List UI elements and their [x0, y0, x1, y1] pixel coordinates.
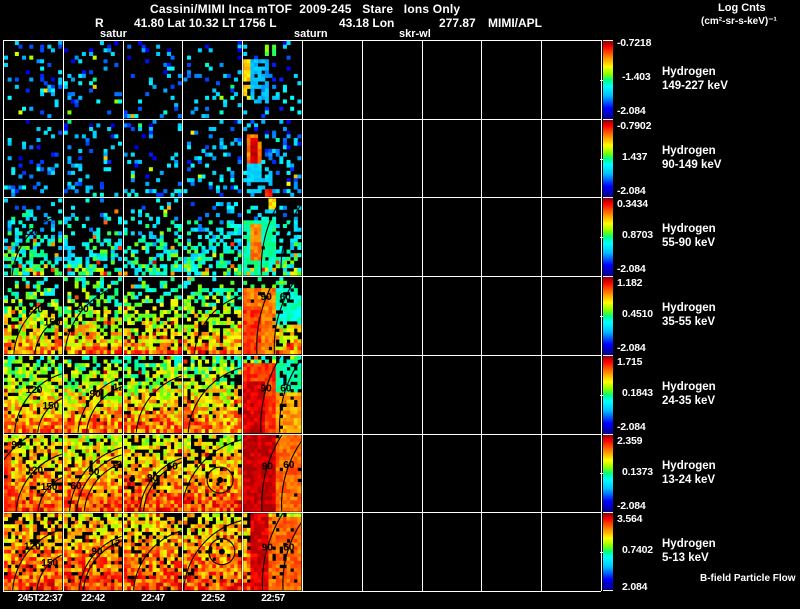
row4-energy: 24-35 keV: [662, 395, 716, 407]
cbar6-mid: 0.7402: [622, 544, 653, 556]
row1-species: Hydrogen: [662, 145, 716, 157]
cbar0-top: -0.7218: [617, 37, 652, 49]
cbar4-mid: 0.1843: [622, 387, 653, 399]
row6-energy: 5-13 keV: [662, 552, 709, 564]
colorbar-0: [600, 40, 613, 119]
row0-species: Hydrogen: [662, 66, 716, 78]
row5-species: Hydrogen: [662, 460, 716, 472]
radius-label: R: [95, 16, 104, 30]
cbar6-bottom: 2.084: [622, 581, 648, 593]
bfield-flow-label: B-field Particle Flow: [700, 573, 796, 584]
cbar0-bottom: -2.084: [617, 105, 646, 117]
row3-species: Hydrogen: [662, 302, 716, 314]
cbar1-top: -0.7902: [617, 120, 652, 132]
cbar2-mid: 0.8703: [622, 229, 653, 241]
page-title: Cassini/MIMI Inca mTOF 2009-245 Stare Io…: [150, 2, 461, 16]
cbar6-top: 3.564: [617, 513, 643, 525]
cbar5-mid: 0.1373: [622, 466, 653, 478]
row3-energy: 35-55 keV: [662, 316, 716, 328]
row5-energy: 13-24 keV: [662, 474, 716, 486]
colorbar-2: [600, 197, 613, 277]
time-tick-2: 22:47: [141, 593, 165, 604]
time-tick-4: 22:57: [261, 593, 285, 604]
row2-energy: 55-90 keV: [662, 237, 716, 249]
credit-label: MIMI/APL: [488, 16, 542, 30]
colorbar-title: Log Cnts: [718, 2, 766, 14]
longitude2-value: 277.87: [439, 16, 476, 30]
colorbar-5: [600, 433, 613, 513]
row6-species: Hydrogen: [662, 538, 716, 550]
row1-energy: 90-149 keV: [662, 159, 722, 171]
row2-species: Hydrogen: [662, 223, 716, 235]
time-tick-1: 22:42: [81, 593, 105, 604]
cbar5-bottom: -2.084: [617, 500, 646, 512]
time-tick-0: 245T22:37: [17, 593, 63, 604]
cbar1-mid: 1.437: [622, 151, 648, 163]
cbar1-bottom: -2.084: [617, 185, 646, 197]
cbar2-top: 0.3434: [617, 198, 648, 210]
cbar2-bottom: -2.084: [617, 263, 646, 275]
longitude-value: 43.18 Lon: [339, 16, 395, 30]
cbar4-bottom: -2.084: [617, 421, 646, 433]
colorbar-6: [600, 512, 613, 591]
time-tick-3: 22:52: [201, 593, 225, 604]
colorbar-4: [600, 354, 613, 434]
row0-energy: 149-227 keV: [662, 80, 728, 92]
cbar3-bottom: -2.084: [617, 342, 646, 354]
cbar0-mid: -1.403: [622, 71, 651, 83]
colorbar-1: [600, 118, 613, 198]
ephemeris-values: 41.80 Lat 10.32 LT 1756 L: [134, 16, 277, 30]
colorbar-3: [600, 276, 613, 355]
row4-species: Hydrogen: [662, 381, 716, 393]
cbar4-top: 1.715: [617, 356, 643, 368]
colorbar-units: (cm²-sr-s-keV)⁻¹: [701, 16, 777, 27]
cbar3-mid: 0.4510: [622, 308, 653, 320]
cbar5-top: 2.359: [617, 435, 643, 447]
cbar3-top: 1.182: [617, 277, 643, 289]
